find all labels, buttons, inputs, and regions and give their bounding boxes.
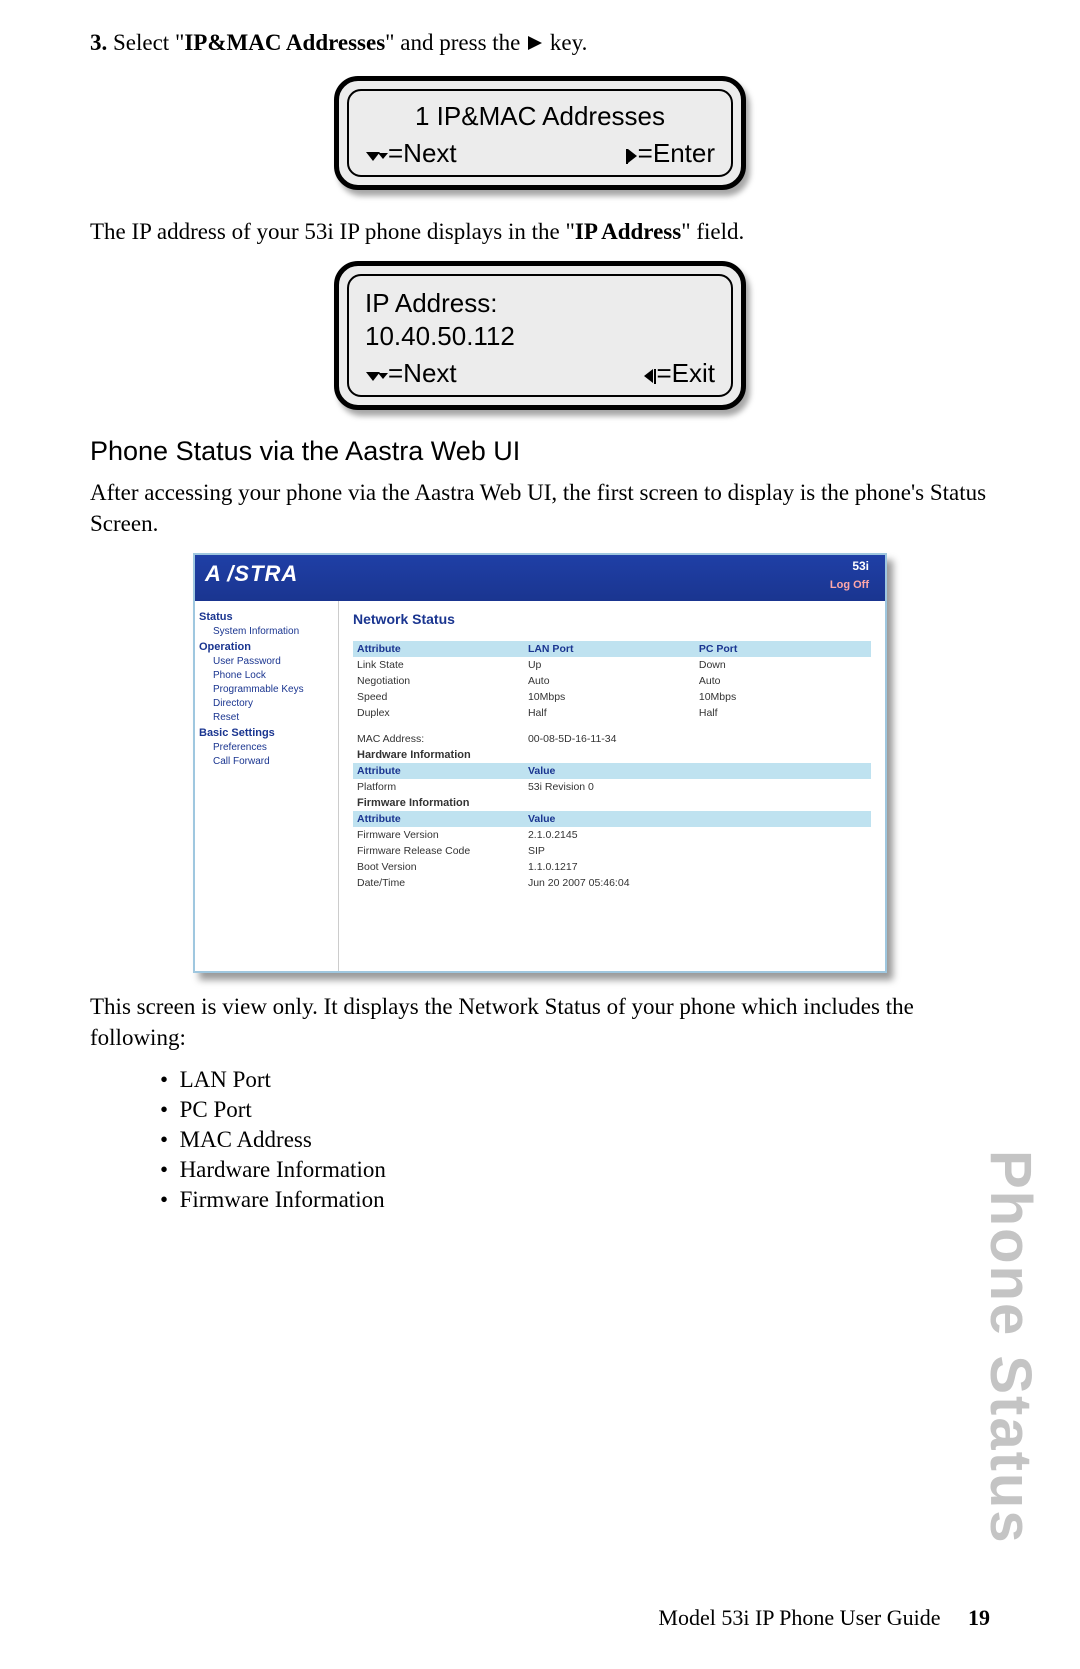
cell: SIP [524, 843, 871, 859]
side-prefs[interactable]: Preferences [213, 742, 334, 753]
lcd1-right-label: =Enter [638, 138, 715, 168]
bullet-4: • Hardware Information [160, 1157, 990, 1183]
step-3-line: 3. Select "IP&MAC Addresses" and press t… [90, 30, 990, 58]
cell: Down [695, 657, 871, 673]
lcd1-left-label: =Next [388, 138, 457, 168]
cell: 2.1.0.2145 [524, 827, 871, 843]
line2a: The IP address of your 53i IP phone disp… [90, 219, 575, 244]
step-text-post: " and press the [385, 30, 526, 55]
step-text-bold: IP&MAC Addresses [184, 30, 385, 55]
cell: Half [524, 705, 695, 721]
lcd1-left: =Next [365, 138, 457, 169]
lcd1-right: =Enter [626, 138, 715, 169]
side-userpw[interactable]: User Password [213, 656, 334, 667]
section-heading: Phone Status via the Aastra Web UI [90, 436, 990, 467]
footer-title: Model 53i IP Phone User Guide [658, 1605, 940, 1630]
lcd2-left: =Next [365, 358, 457, 389]
para-2: This screen is view only. It displays th… [90, 991, 990, 1053]
cell: Firmware Release Code [353, 843, 524, 859]
side-status[interactable]: Status [199, 611, 334, 623]
cell: Boot Version [353, 859, 524, 875]
lcd-screen-1: 1 IP&MAC Addresses =Next =Enter [334, 76, 746, 190]
fw-th-val: Value [524, 811, 871, 827]
bullet-5: • Firmware Information [160, 1187, 990, 1213]
lcd2-right-label: =Exit [656, 358, 715, 388]
side-sysinfo[interactable]: System Information [213, 626, 334, 637]
side-progkeys[interactable]: Programmable Keys [213, 684, 334, 695]
cell: Firmware Version [353, 827, 524, 843]
cell: Auto [695, 673, 871, 689]
side-directory[interactable]: Directory [213, 698, 334, 709]
bullet-2: • PC Port [160, 1097, 990, 1123]
network-status-title: Network Status [353, 611, 871, 627]
webui-brand: A /STRA [205, 561, 298, 587]
footer-page: 19 [968, 1605, 990, 1630]
th-pc: PC Port [695, 641, 871, 657]
th-lan: LAN Port [524, 641, 695, 657]
cell: 1.1.0.1217 [524, 859, 871, 875]
cell: Half [695, 705, 871, 721]
step-number: 3. [90, 30, 107, 55]
hw-th-attr: Attribute [353, 763, 524, 779]
bullet-2-text: PC Port [180, 1097, 252, 1122]
line2c: " field. [681, 219, 744, 244]
ip-address-sentence: The IP address of your 53i IP phone disp… [90, 216, 990, 247]
lcd-screen-2: IP Address: 10.40.50.112 =Next =Exit [334, 261, 746, 410]
logoff-link[interactable]: Log Off [830, 579, 869, 591]
cell: 10Mbps [695, 689, 871, 705]
cell: Duplex [353, 705, 524, 721]
cell: Speed [353, 689, 524, 705]
para-1: After accessing your phone via the Aastr… [90, 477, 990, 539]
fw-head: Firmware Information [353, 795, 871, 811]
lcd2-line1: IP Address: [365, 288, 715, 319]
mac-label: MAC Address: [353, 721, 524, 747]
side-phonelock[interactable]: Phone Lock [213, 670, 334, 681]
bullet-5-text: Firmware Information [180, 1187, 385, 1212]
cell: 53i Revision 0 [524, 779, 871, 795]
side-callfwd[interactable]: Call Forward [213, 756, 334, 767]
webui-model: 53i [852, 559, 869, 573]
cell: 10Mbps [524, 689, 695, 705]
webui-screenshot: A /STRA 53i Log Off Status System Inform… [193, 553, 887, 973]
line2b: IP Address [575, 219, 681, 244]
hw-th-val: Value [524, 763, 871, 779]
lcd1-title: 1 IP&MAC Addresses [365, 101, 715, 132]
side-basic[interactable]: Basic Settings [199, 727, 334, 739]
webui-sidebar: Status System Information Operation User… [195, 601, 339, 971]
bullet-1: • LAN Port [160, 1067, 990, 1093]
lcd2-right: =Exit [644, 358, 715, 389]
webui-main: Network Status Attribute LAN Port PC Por… [339, 601, 885, 971]
cell: Platform [353, 779, 524, 795]
side-reset[interactable]: Reset [213, 712, 334, 723]
play-key-icon [526, 32, 544, 58]
side-operation[interactable]: Operation [199, 641, 334, 653]
network-status-table: Attribute LAN Port PC Port Link StateUpD… [353, 641, 871, 891]
lcd2-line2: 10.40.50.112 [365, 321, 715, 352]
cell: Date/Time [353, 875, 524, 891]
lcd2-left-label: =Next [388, 358, 457, 388]
th-attr: Attribute [353, 641, 524, 657]
step-text-after: key. [544, 30, 587, 55]
bullet-1-text: LAN Port [180, 1067, 271, 1092]
webui-header: A /STRA 53i Log Off [195, 555, 885, 601]
bullet-3: • MAC Address [160, 1127, 990, 1153]
bullet-3-text: MAC Address [180, 1127, 312, 1152]
fw-th-attr: Attribute [353, 811, 524, 827]
hw-head: Hardware Information [353, 747, 871, 763]
page-footer: Model 53i IP Phone User Guide 19 [658, 1605, 990, 1631]
cell: Negotiation [353, 673, 524, 689]
cell: Auto [524, 673, 695, 689]
cell: Jun 20 2007 05:46:04 [524, 875, 871, 891]
side-section-label: Phone Status [977, 1150, 1044, 1545]
bullet-4-text: Hardware Information [180, 1157, 386, 1182]
step-text-pre: Select " [113, 30, 184, 55]
cell: Link State [353, 657, 524, 673]
cell: Up [524, 657, 695, 673]
mac-value: 00-08-5D-16-11-34 [524, 721, 695, 747]
